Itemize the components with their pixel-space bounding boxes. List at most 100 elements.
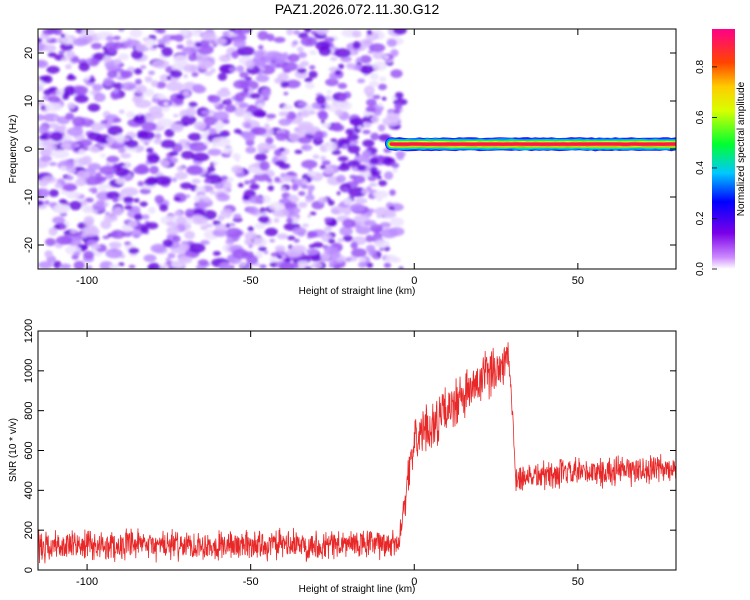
spectrogram-noise-blob <box>231 165 243 174</box>
spectrogram-noise-blob <box>357 125 363 130</box>
spectrogram-noise-blob <box>166 221 175 227</box>
spectrogram-noise-blob <box>193 121 207 131</box>
spectrogram-noise-blob <box>244 180 250 185</box>
spectrogram-noise-blob <box>107 70 118 79</box>
spectrogram-noise-blob <box>246 254 259 265</box>
spectrogram-noise-blob <box>276 255 283 259</box>
spectrogram-noise-blob <box>307 190 313 196</box>
spectrogram-noise-blob <box>115 133 126 144</box>
spectrogram-noise-blob <box>183 74 188 79</box>
spectrogram-noise-blob <box>113 89 118 94</box>
spectrogram-noise-blob <box>233 79 250 89</box>
spectrogram-x-ticks: -100 -50 0 50 <box>76 29 584 287</box>
spectrogram-noise-blob <box>225 223 231 228</box>
spectrogram-noise-blob <box>168 151 179 157</box>
spectrogram-noise-blob <box>348 187 367 198</box>
spectrogram-noise-blob <box>213 161 219 167</box>
spectrogram-noise-blob <box>48 189 59 198</box>
spectrogram-noise-blob <box>146 154 160 164</box>
spectrogram-noise-blob <box>350 241 358 250</box>
spectrogram-noise-blob <box>378 180 387 187</box>
spectrogram-noise-blob <box>86 58 92 63</box>
spectrogram-noise-blob <box>165 257 171 262</box>
spectrogram-noise-blob <box>343 197 353 206</box>
spectrogram-noise-blob <box>233 39 246 48</box>
spectrogram-noise-blob <box>330 57 338 61</box>
spectrogram-noise-blob <box>330 138 338 143</box>
spectrogram-noise-blob <box>133 68 143 75</box>
spectrogram-noise-blob <box>338 63 345 70</box>
spectrogram-noise-blob <box>273 217 280 223</box>
spectrogram-noise-blob <box>333 264 341 269</box>
spectrogram-y-axis-label: Frequency (Hz) <box>8 115 19 184</box>
spectrogram-x-tick-label: 0 <box>411 275 417 287</box>
spectrogram-noise-blob <box>337 238 345 243</box>
spectrogram-noise-blob <box>97 176 107 182</box>
spectrogram-noise-blob <box>129 146 138 152</box>
spectrogram-noise-blob <box>279 261 295 269</box>
spectrogram-noise-blob <box>197 59 214 70</box>
spectrogram-noise-blob <box>219 130 230 138</box>
spectrogram-noise-blob <box>337 164 351 172</box>
spectrogram-noise-blob <box>323 166 334 175</box>
spectrogram-noise-blob <box>58 50 65 55</box>
spectrogram-noise-blob <box>177 243 190 251</box>
spectrogram-noise-blob <box>238 102 250 109</box>
spectrogram-noise-blob <box>297 67 307 74</box>
spectrogram-noise-blob <box>383 262 392 269</box>
spectrogram-noise-blob <box>144 76 153 83</box>
spectrogram-noise-blob <box>131 88 138 93</box>
spectrogram-noise-blob <box>188 101 198 108</box>
spectrogram-noise-blob <box>304 29 312 33</box>
colorbar-tick-label: 0.4 <box>695 161 706 175</box>
spectrogram-noise-blob <box>347 144 361 154</box>
spectrogram-noise-blob <box>202 197 211 203</box>
spectrogram-noise-blob <box>248 243 253 249</box>
spectrogram-noise-blob <box>261 88 271 98</box>
spectrogram-noise-blob <box>326 89 332 95</box>
spectrogram-noise-blob <box>155 81 167 89</box>
spectrogram-noise-blob <box>67 167 77 174</box>
spectrogram-noise-blob <box>112 35 121 41</box>
spectrogram-noise-blob <box>110 90 121 100</box>
spectrogram-noise-blob <box>290 245 307 253</box>
spectrogram-noise-blob <box>88 187 97 193</box>
spectrogram-noise-blob <box>378 83 387 91</box>
spectrogram-noise-blob <box>88 145 99 152</box>
spectrogram-noise-blob <box>355 152 360 157</box>
spectrogram-noise-blob <box>192 83 204 93</box>
spectrogram-noise-blob <box>257 30 269 41</box>
spectrogram-noise-blob <box>265 137 274 145</box>
spectrogram-noise-blob <box>258 149 264 154</box>
spectrogram-noise-blob <box>297 260 309 267</box>
spectrogram-noise-blob <box>118 262 125 267</box>
spectrogram-noise-blob <box>296 125 314 135</box>
spectrogram-noise-blob <box>379 76 387 82</box>
spectrogram-noise-blob <box>173 113 179 118</box>
spectrogram-noise-blob <box>194 42 202 48</box>
spectrogram-noise-blob <box>254 153 268 162</box>
spectrogram-noise-blob <box>166 75 172 81</box>
spectrogram-noise-blob <box>366 29 373 36</box>
spectrogram-noise-blob <box>127 220 138 228</box>
spectrogram-noise-blob <box>81 205 94 214</box>
spectrogram-noise-blob <box>173 196 181 201</box>
spectrogram-noise-blob <box>41 140 55 147</box>
snr-y-tick-label: 1000 <box>23 359 35 383</box>
spectrogram-noise-blob <box>240 131 253 139</box>
spectrogram-noise-blob <box>120 70 133 79</box>
spectrogram-noise-blob <box>249 183 260 190</box>
spectrogram-noise-blob <box>213 111 229 121</box>
spectrogram-noise-blob <box>166 226 180 236</box>
spectrogram-noise-blob <box>112 207 123 216</box>
spectrogram-noise-blob <box>171 123 184 133</box>
spectrogram-noise-blob <box>340 162 348 168</box>
spectrogram-noise-blob <box>253 237 267 247</box>
spectrogram-noise-blob <box>91 202 106 212</box>
spectrogram-noise-blob <box>324 95 332 101</box>
spectrogram-noise-blob <box>160 139 176 149</box>
spectrogram-noise-blob <box>291 184 299 191</box>
spectrogram-noise-blob <box>231 51 239 59</box>
spectrogram-noise-blob <box>258 246 267 252</box>
